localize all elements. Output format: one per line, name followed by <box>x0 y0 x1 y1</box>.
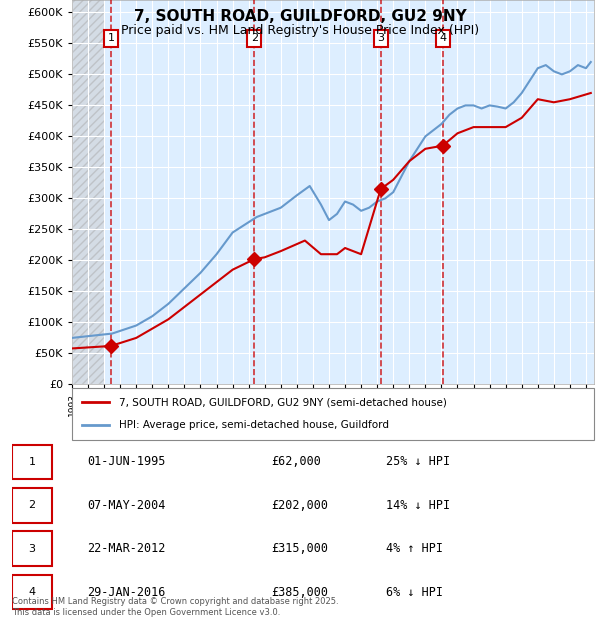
Text: Contains HM Land Registry data © Crown copyright and database right 2025.
This d: Contains HM Land Registry data © Crown c… <box>12 598 338 617</box>
Text: 1: 1 <box>107 33 115 43</box>
Text: 7, SOUTH ROAD, GUILDFORD, GU2 9NY: 7, SOUTH ROAD, GUILDFORD, GU2 9NY <box>134 9 466 24</box>
Text: 4: 4 <box>29 587 36 597</box>
Text: £62,000: £62,000 <box>271 456 321 468</box>
Text: 2: 2 <box>251 33 258 43</box>
Text: 6% ↓ HPI: 6% ↓ HPI <box>386 586 443 598</box>
Text: 01-JUN-1995: 01-JUN-1995 <box>87 456 165 468</box>
Text: £315,000: £315,000 <box>271 542 328 555</box>
FancyBboxPatch shape <box>12 531 52 566</box>
Text: 3: 3 <box>29 544 35 554</box>
Text: 07-MAY-2004: 07-MAY-2004 <box>87 499 165 511</box>
FancyBboxPatch shape <box>12 445 52 479</box>
FancyBboxPatch shape <box>12 488 52 523</box>
Text: 1: 1 <box>29 457 35 467</box>
Text: 3: 3 <box>377 33 384 43</box>
Text: HPI: Average price, semi-detached house, Guildford: HPI: Average price, semi-detached house,… <box>119 420 389 430</box>
Text: 25% ↓ HPI: 25% ↓ HPI <box>386 456 451 468</box>
Text: 2: 2 <box>29 500 36 510</box>
FancyBboxPatch shape <box>12 575 52 609</box>
Text: 22-MAR-2012: 22-MAR-2012 <box>87 542 165 555</box>
Text: 7, SOUTH ROAD, GUILDFORD, GU2 9NY (semi-detached house): 7, SOUTH ROAD, GUILDFORD, GU2 9NY (semi-… <box>119 397 447 407</box>
FancyBboxPatch shape <box>72 388 594 440</box>
Bar <box>72 0 104 384</box>
Text: £385,000: £385,000 <box>271 586 328 598</box>
Text: Price paid vs. HM Land Registry's House Price Index (HPI): Price paid vs. HM Land Registry's House … <box>121 24 479 37</box>
Text: 29-JAN-2016: 29-JAN-2016 <box>87 586 165 598</box>
Text: 4: 4 <box>439 33 446 43</box>
Text: 14% ↓ HPI: 14% ↓ HPI <box>386 499 451 511</box>
Text: 4% ↑ HPI: 4% ↑ HPI <box>386 542 443 555</box>
Text: £202,000: £202,000 <box>271 499 328 511</box>
